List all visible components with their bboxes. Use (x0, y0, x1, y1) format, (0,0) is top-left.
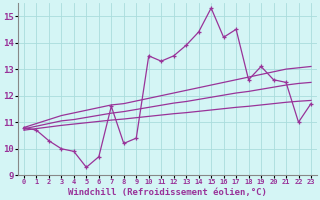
X-axis label: Windchill (Refroidissement éolien,°C): Windchill (Refroidissement éolien,°C) (68, 188, 267, 197)
